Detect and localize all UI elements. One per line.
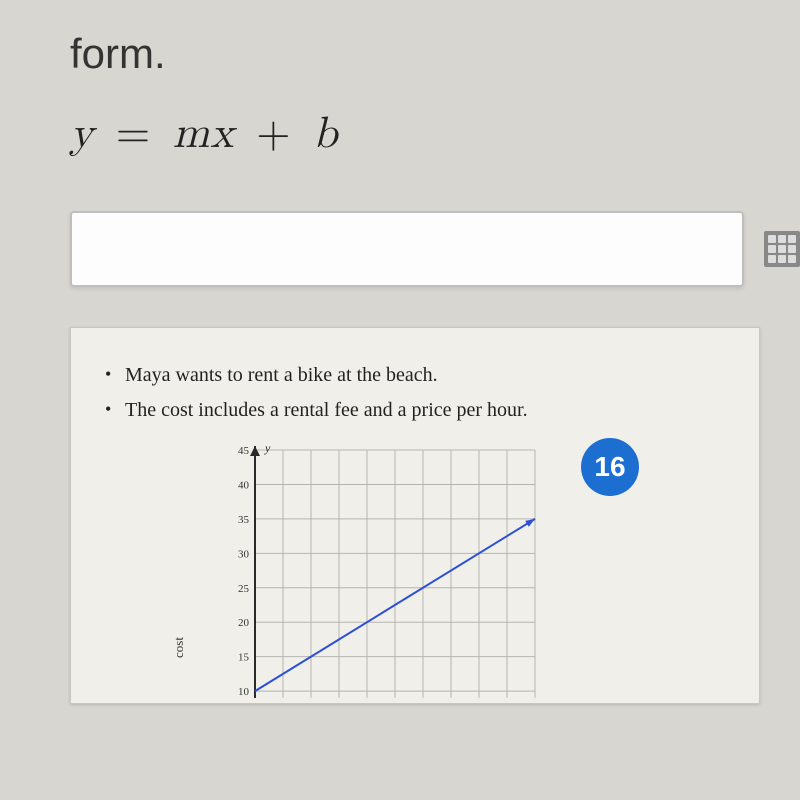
eq-y: y	[70, 112, 94, 156]
list-item: The cost includes a rental fee and a pri…	[101, 393, 729, 428]
eq-x: x	[210, 112, 234, 156]
eq-plus: +	[250, 112, 297, 156]
answer-row	[70, 211, 760, 287]
svg-text:y: y	[264, 441, 271, 455]
svg-text:30: 30	[238, 548, 250, 560]
problem-card: Maya wants to rent a bike at the beach. …	[70, 327, 760, 704]
svg-text:35: 35	[238, 514, 250, 526]
y-axis-title: cost	[171, 637, 187, 658]
eq-equals: =	[110, 112, 157, 156]
equation: y = mx + b	[70, 108, 760, 161]
list-item: Maya wants to rent a bike at the beach.	[101, 358, 729, 393]
eq-m: m	[173, 112, 211, 156]
svg-text:10: 10	[238, 686, 250, 698]
chart-svg: 45 40 35 30 25 20 15 10 y	[221, 438, 541, 698]
keypad-icon[interactable]	[764, 231, 800, 267]
svg-text:25: 25	[238, 583, 250, 595]
header-word: form.	[70, 30, 760, 78]
eq-b: b	[313, 112, 338, 156]
svg-text:40: 40	[238, 479, 250, 491]
chart: 45 40 35 30 25 20 15 10 y	[221, 438, 729, 703]
answer-input[interactable]	[70, 211, 744, 287]
svg-text:45: 45	[238, 445, 250, 457]
question-number-badge: 16	[581, 438, 639, 496]
bullet-list: Maya wants to rent a bike at the beach. …	[101, 358, 729, 428]
svg-text:15: 15	[238, 652, 250, 664]
svg-text:20: 20	[238, 617, 250, 629]
